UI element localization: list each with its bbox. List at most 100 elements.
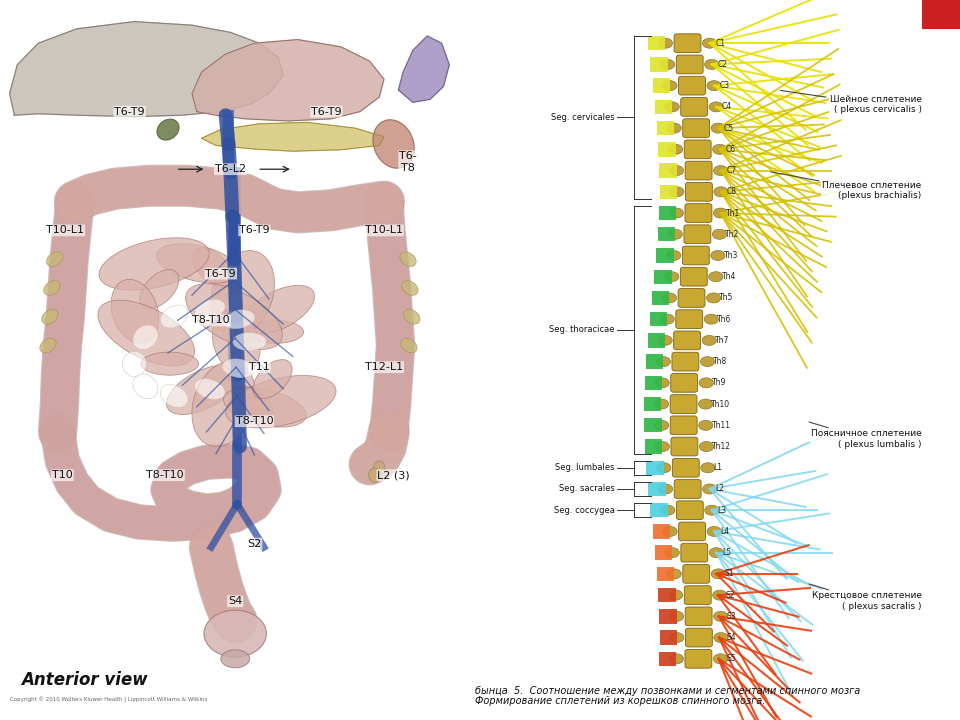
Ellipse shape	[399, 252, 417, 266]
Ellipse shape	[662, 293, 677, 303]
Bar	[655, 546, 672, 560]
Ellipse shape	[708, 271, 723, 282]
Ellipse shape	[705, 505, 719, 516]
Ellipse shape	[222, 310, 255, 328]
FancyBboxPatch shape	[684, 140, 711, 158]
Bar	[660, 206, 677, 220]
Text: S1: S1	[724, 570, 733, 578]
Text: Плечевое сплетение
(plexus brachialis): Плечевое сплетение (plexus brachialis)	[771, 172, 922, 200]
Ellipse shape	[713, 654, 728, 664]
FancyBboxPatch shape	[683, 564, 709, 583]
Bar	[655, 269, 672, 284]
Ellipse shape	[235, 387, 275, 426]
Bar	[653, 524, 670, 539]
Ellipse shape	[659, 38, 673, 48]
Ellipse shape	[185, 284, 282, 349]
FancyBboxPatch shape	[683, 119, 709, 138]
Ellipse shape	[700, 356, 714, 366]
Ellipse shape	[668, 144, 683, 154]
Bar	[5, 7, 466, 706]
Bar	[652, 291, 669, 305]
FancyBboxPatch shape	[676, 55, 703, 73]
Ellipse shape	[160, 305, 188, 328]
Ellipse shape	[660, 314, 674, 324]
Text: S5: S5	[727, 654, 736, 663]
Text: L2: L2	[715, 485, 725, 493]
Ellipse shape	[713, 166, 728, 176]
Text: Seg. lumbales: Seg. lumbales	[555, 463, 614, 472]
Text: C7: C7	[727, 166, 736, 175]
Text: Th4: Th4	[722, 272, 736, 282]
FancyBboxPatch shape	[685, 649, 712, 668]
Text: T8-T10: T8-T10	[146, 470, 184, 480]
Ellipse shape	[43, 281, 60, 295]
Bar	[660, 652, 677, 666]
Text: S4: S4	[228, 596, 242, 606]
Bar	[658, 227, 675, 241]
Bar	[645, 439, 662, 454]
Text: T6-
T8: T6- T8	[399, 151, 417, 173]
Text: C5: C5	[724, 124, 734, 132]
Ellipse shape	[667, 123, 682, 133]
Bar	[660, 163, 677, 178]
Text: L1: L1	[713, 463, 723, 472]
Ellipse shape	[656, 356, 670, 366]
Text: T10-L1: T10-L1	[365, 225, 403, 235]
Ellipse shape	[707, 81, 721, 91]
Ellipse shape	[160, 384, 188, 408]
Text: Th9: Th9	[712, 378, 727, 387]
FancyBboxPatch shape	[670, 395, 697, 413]
Text: Поясничное сплетение
( plexus lumbalis ): Поясничное сплетение ( plexus lumbalis )	[809, 422, 922, 449]
Ellipse shape	[373, 461, 385, 475]
Ellipse shape	[712, 590, 727, 600]
FancyBboxPatch shape	[685, 204, 712, 222]
Bar	[651, 503, 668, 518]
FancyBboxPatch shape	[679, 522, 706, 541]
Ellipse shape	[141, 352, 199, 375]
Ellipse shape	[401, 281, 419, 295]
Ellipse shape	[705, 59, 719, 69]
Bar	[659, 142, 676, 156]
Text: Формирование сплетений из корешков спинного мозга.: Формирование сплетений из корешков спинн…	[475, 696, 765, 706]
Ellipse shape	[657, 463, 671, 473]
Ellipse shape	[669, 611, 684, 621]
Ellipse shape	[659, 484, 673, 494]
Ellipse shape	[712, 229, 727, 239]
Ellipse shape	[224, 388, 306, 427]
Bar	[650, 57, 667, 71]
Text: C4: C4	[722, 102, 732, 112]
Text: Th12: Th12	[712, 442, 732, 451]
Ellipse shape	[668, 590, 683, 600]
Ellipse shape	[156, 119, 180, 140]
Ellipse shape	[668, 229, 683, 239]
Ellipse shape	[704, 314, 718, 324]
Text: Крестцовое сплетение
( plexus sacralis ): Крестцовое сплетение ( plexus sacralis )	[809, 584, 922, 611]
Text: T6-T9: T6-T9	[114, 107, 145, 117]
Bar	[644, 418, 661, 433]
Ellipse shape	[212, 310, 260, 374]
Text: L2 (3): L2 (3)	[377, 470, 410, 480]
FancyBboxPatch shape	[679, 76, 706, 95]
Ellipse shape	[665, 548, 680, 558]
Ellipse shape	[226, 375, 336, 428]
FancyBboxPatch shape	[681, 267, 708, 286]
Ellipse shape	[400, 338, 418, 353]
FancyBboxPatch shape	[674, 480, 701, 498]
FancyBboxPatch shape	[676, 310, 703, 328]
Ellipse shape	[669, 166, 684, 176]
Text: T11: T11	[249, 362, 270, 372]
Ellipse shape	[703, 484, 717, 494]
Text: T8-T10: T8-T10	[235, 416, 274, 426]
Ellipse shape	[98, 300, 195, 366]
Text: Th7: Th7	[715, 336, 730, 345]
Text: Seg. coccygea: Seg. coccygea	[554, 505, 614, 515]
Ellipse shape	[222, 359, 255, 378]
Text: Anterior view: Anterior view	[21, 672, 148, 690]
Ellipse shape	[221, 649, 250, 668]
Bar	[922, 0, 960, 29]
Ellipse shape	[662, 526, 677, 536]
FancyBboxPatch shape	[671, 374, 698, 392]
Ellipse shape	[707, 293, 721, 303]
FancyBboxPatch shape	[681, 544, 708, 562]
FancyBboxPatch shape	[685, 161, 712, 180]
